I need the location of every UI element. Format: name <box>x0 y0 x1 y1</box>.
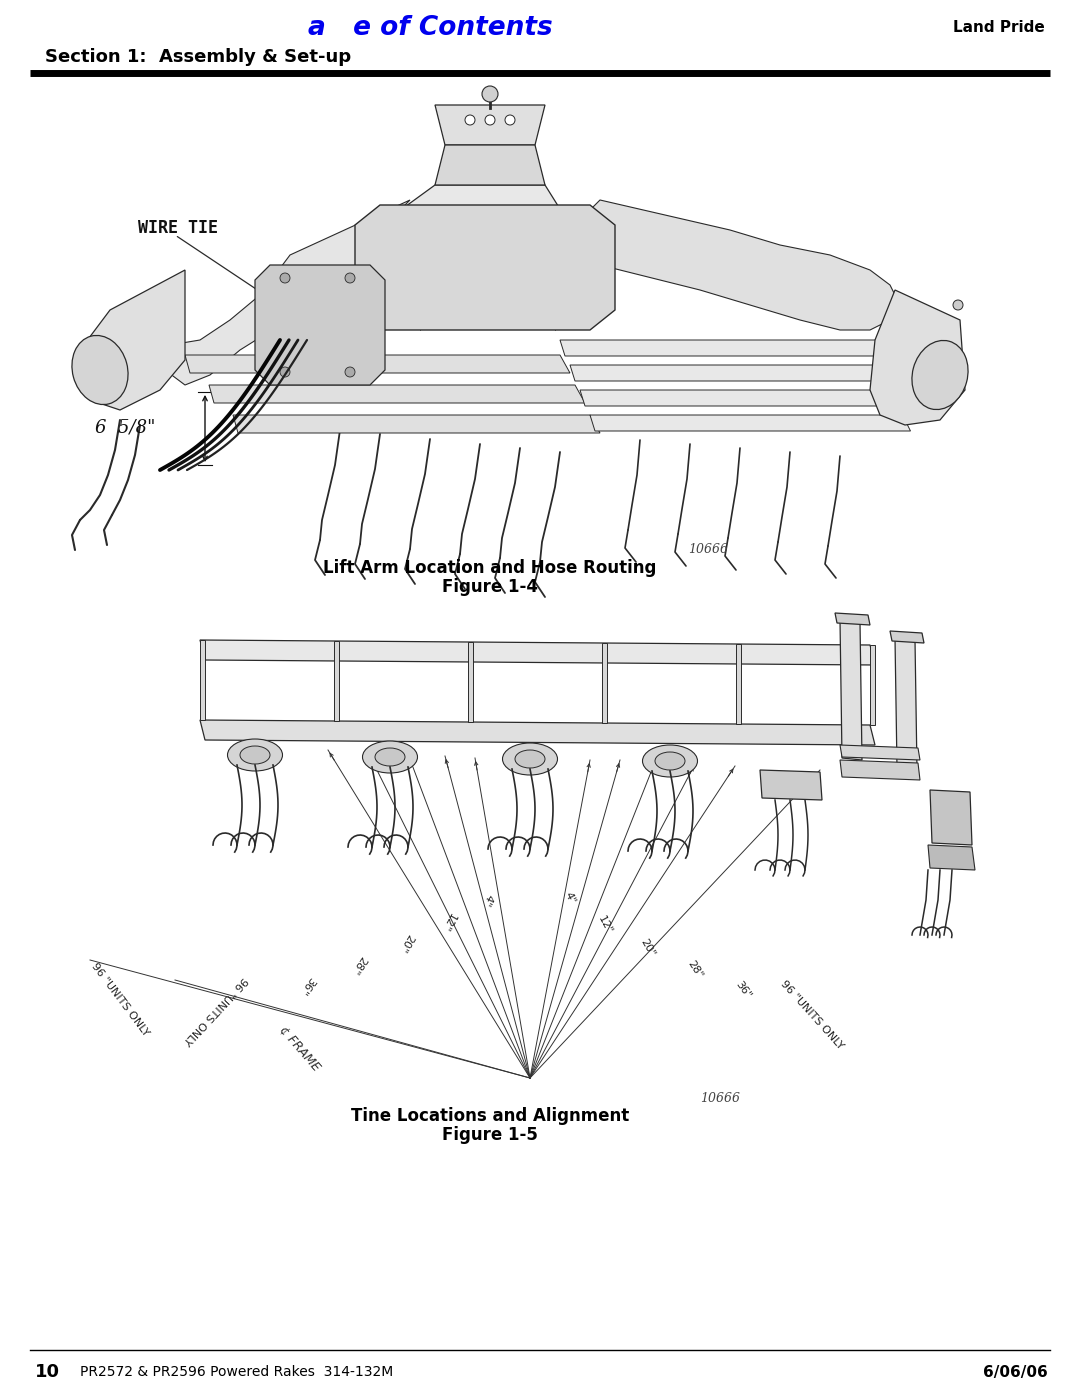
Polygon shape <box>602 643 607 724</box>
Ellipse shape <box>654 752 685 770</box>
Polygon shape <box>890 631 924 643</box>
Polygon shape <box>870 645 875 725</box>
Text: a   e of Contents: a e of Contents <box>308 15 552 41</box>
Polygon shape <box>185 355 570 373</box>
Text: WIRE TIE: WIRE TIE <box>138 219 218 237</box>
Text: Figure 1-5: Figure 1-5 <box>442 1126 538 1144</box>
Text: 4": 4" <box>563 890 578 905</box>
Polygon shape <box>200 640 875 665</box>
Polygon shape <box>840 620 862 760</box>
Polygon shape <box>928 845 975 870</box>
Circle shape <box>345 367 355 377</box>
Text: 20": 20" <box>639 937 657 958</box>
Text: 10666: 10666 <box>688 543 728 556</box>
Ellipse shape <box>228 739 283 771</box>
Polygon shape <box>435 145 545 184</box>
Text: Tine Locations and Alignment: Tine Locations and Alignment <box>351 1106 630 1125</box>
Text: 4": 4" <box>480 893 495 908</box>
Text: Figure 1-4: Figure 1-4 <box>442 578 538 597</box>
Polygon shape <box>580 390 903 407</box>
Text: 36": 36" <box>733 979 753 1000</box>
Text: Section 1:  Assembly & Set-up: Section 1: Assembly & Set-up <box>45 47 351 66</box>
Text: 96 "UNITS ONLY: 96 "UNITS ONLY <box>90 961 151 1038</box>
Ellipse shape <box>502 743 557 775</box>
Polygon shape <box>255 265 384 386</box>
Text: 36": 36" <box>297 974 316 996</box>
Polygon shape <box>735 644 741 724</box>
Text: Land Pride: Land Pride <box>954 21 1045 35</box>
Ellipse shape <box>375 747 405 766</box>
Text: 6  5/8": 6 5/8" <box>95 419 156 437</box>
Polygon shape <box>200 640 205 719</box>
Text: 28": 28" <box>349 954 367 977</box>
Text: 10: 10 <box>35 1363 60 1382</box>
Polygon shape <box>233 415 600 433</box>
Polygon shape <box>840 745 920 760</box>
Text: 28": 28" <box>686 960 704 981</box>
Ellipse shape <box>72 335 129 405</box>
Circle shape <box>345 272 355 284</box>
Polygon shape <box>380 184 570 291</box>
Polygon shape <box>468 643 473 722</box>
Polygon shape <box>570 200 900 330</box>
Text: 12": 12" <box>596 914 613 936</box>
Text: 20": 20" <box>396 932 416 954</box>
Circle shape <box>505 115 515 124</box>
Text: 96 "UNITS ONLY: 96 "UNITS ONLY <box>181 974 248 1046</box>
Text: PR2572 & PR2596 Powered Rakes  314-132M: PR2572 & PR2596 Powered Rakes 314-132M <box>80 1365 393 1379</box>
Polygon shape <box>200 719 875 745</box>
Polygon shape <box>570 365 895 381</box>
Text: 12": 12" <box>438 911 457 933</box>
Polygon shape <box>334 641 339 721</box>
Polygon shape <box>355 205 615 330</box>
Circle shape <box>953 300 963 310</box>
Circle shape <box>485 115 495 124</box>
Polygon shape <box>210 386 585 402</box>
Circle shape <box>280 272 291 284</box>
Text: 10666: 10666 <box>700 1092 740 1105</box>
Polygon shape <box>165 200 410 386</box>
Text: ¢ FRAME: ¢ FRAME <box>278 1023 323 1073</box>
Circle shape <box>482 87 498 102</box>
Circle shape <box>280 367 291 377</box>
Polygon shape <box>840 760 920 780</box>
Text: 96 "UNITS ONLY: 96 "UNITS ONLY <box>779 979 846 1052</box>
Polygon shape <box>435 105 545 145</box>
Polygon shape <box>561 339 888 356</box>
Polygon shape <box>835 613 870 624</box>
Text: 6/06/06: 6/06/06 <box>983 1365 1048 1379</box>
Polygon shape <box>75 270 185 409</box>
Polygon shape <box>760 770 822 800</box>
Ellipse shape <box>643 745 698 777</box>
Polygon shape <box>895 638 917 770</box>
Circle shape <box>465 115 475 124</box>
Ellipse shape <box>912 341 968 409</box>
Polygon shape <box>590 415 910 432</box>
Ellipse shape <box>363 740 418 773</box>
Polygon shape <box>930 789 972 845</box>
Ellipse shape <box>515 750 545 768</box>
Ellipse shape <box>240 746 270 764</box>
Text: Lift Arm Location and Hose Routing: Lift Arm Location and Hose Routing <box>323 559 657 577</box>
Polygon shape <box>870 291 966 425</box>
